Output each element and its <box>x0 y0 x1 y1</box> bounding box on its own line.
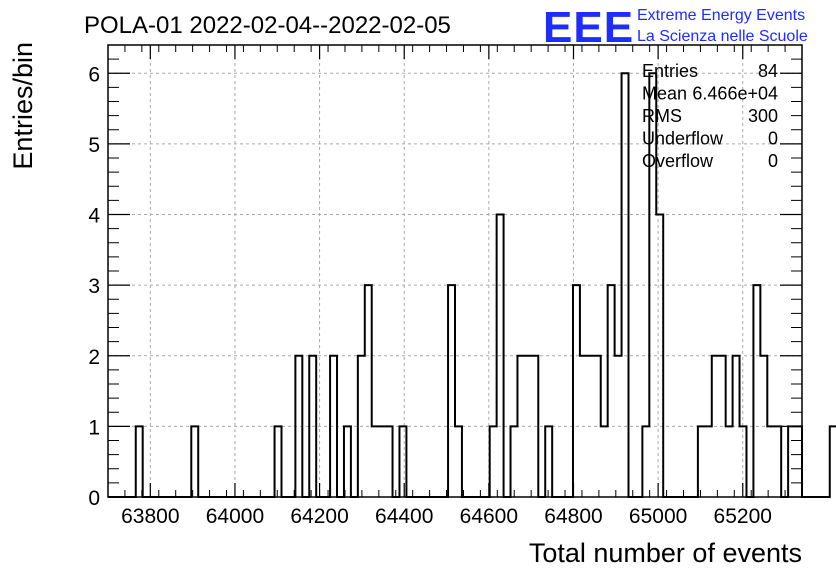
y-tick-label: 4 <box>88 205 100 228</box>
y-tick-label: 6 <box>88 63 100 86</box>
x-tick-label: 65000 <box>629 505 687 528</box>
x-tick-label: 64000 <box>206 505 264 528</box>
y-tick-label: 5 <box>88 134 100 157</box>
y-axis-label: Entries/bin <box>8 42 38 170</box>
x-tick-label: 64400 <box>375 505 433 528</box>
stats-value: 300 <box>748 106 778 126</box>
stats-label: RMS <box>642 106 682 126</box>
stats-value: 6.466e+04 <box>692 84 778 104</box>
stats-label: Underflow <box>642 129 724 149</box>
x-tick-label: 63800 <box>121 505 179 528</box>
x-tick-label: 64800 <box>544 505 602 528</box>
x-axis-ticks: 63800 64000 64200 64400 64600 64800 65000 65200 <box>107 45 803 528</box>
y-tick-label: 0 <box>88 487 100 510</box>
chart-title: POLA-01 2022-02-04--2022-02-05 <box>84 12 451 39</box>
stats-value: 0 <box>768 129 778 149</box>
stats-value: 0 <box>768 151 778 171</box>
y-tick-label: 3 <box>88 275 100 298</box>
stats-label: Entries <box>642 61 698 81</box>
y-tick-label: 1 <box>88 416 100 439</box>
stats-box: Entries 84 Mean 6.466e+04 RMS 300 Underflow 0 Ov… <box>642 61 778 171</box>
y-tick-label: 2 <box>88 346 100 369</box>
stats-label: Overflow <box>642 151 714 171</box>
grid-lines <box>108 45 802 497</box>
eee-logo: EEE Extreme Energy Events La Scienza nel… <box>543 3 808 52</box>
stats-label: Mean <box>642 84 687 104</box>
logo-line-1: Extreme Energy Events <box>637 7 805 24</box>
y-axis-ticks: 0 1 2 3 4 5 6 <box>88 58 802 510</box>
x-tick-label: 64200 <box>290 505 348 528</box>
logo-mark: EEE <box>543 3 634 52</box>
x-tick-label: 65200 <box>714 505 772 528</box>
x-tick-label: 64600 <box>460 505 518 528</box>
stats-value: 84 <box>758 61 778 81</box>
logo-line-2: La Scienza nelle Scuole <box>637 28 808 45</box>
x-axis-label: Total number of events <box>529 538 802 568</box>
